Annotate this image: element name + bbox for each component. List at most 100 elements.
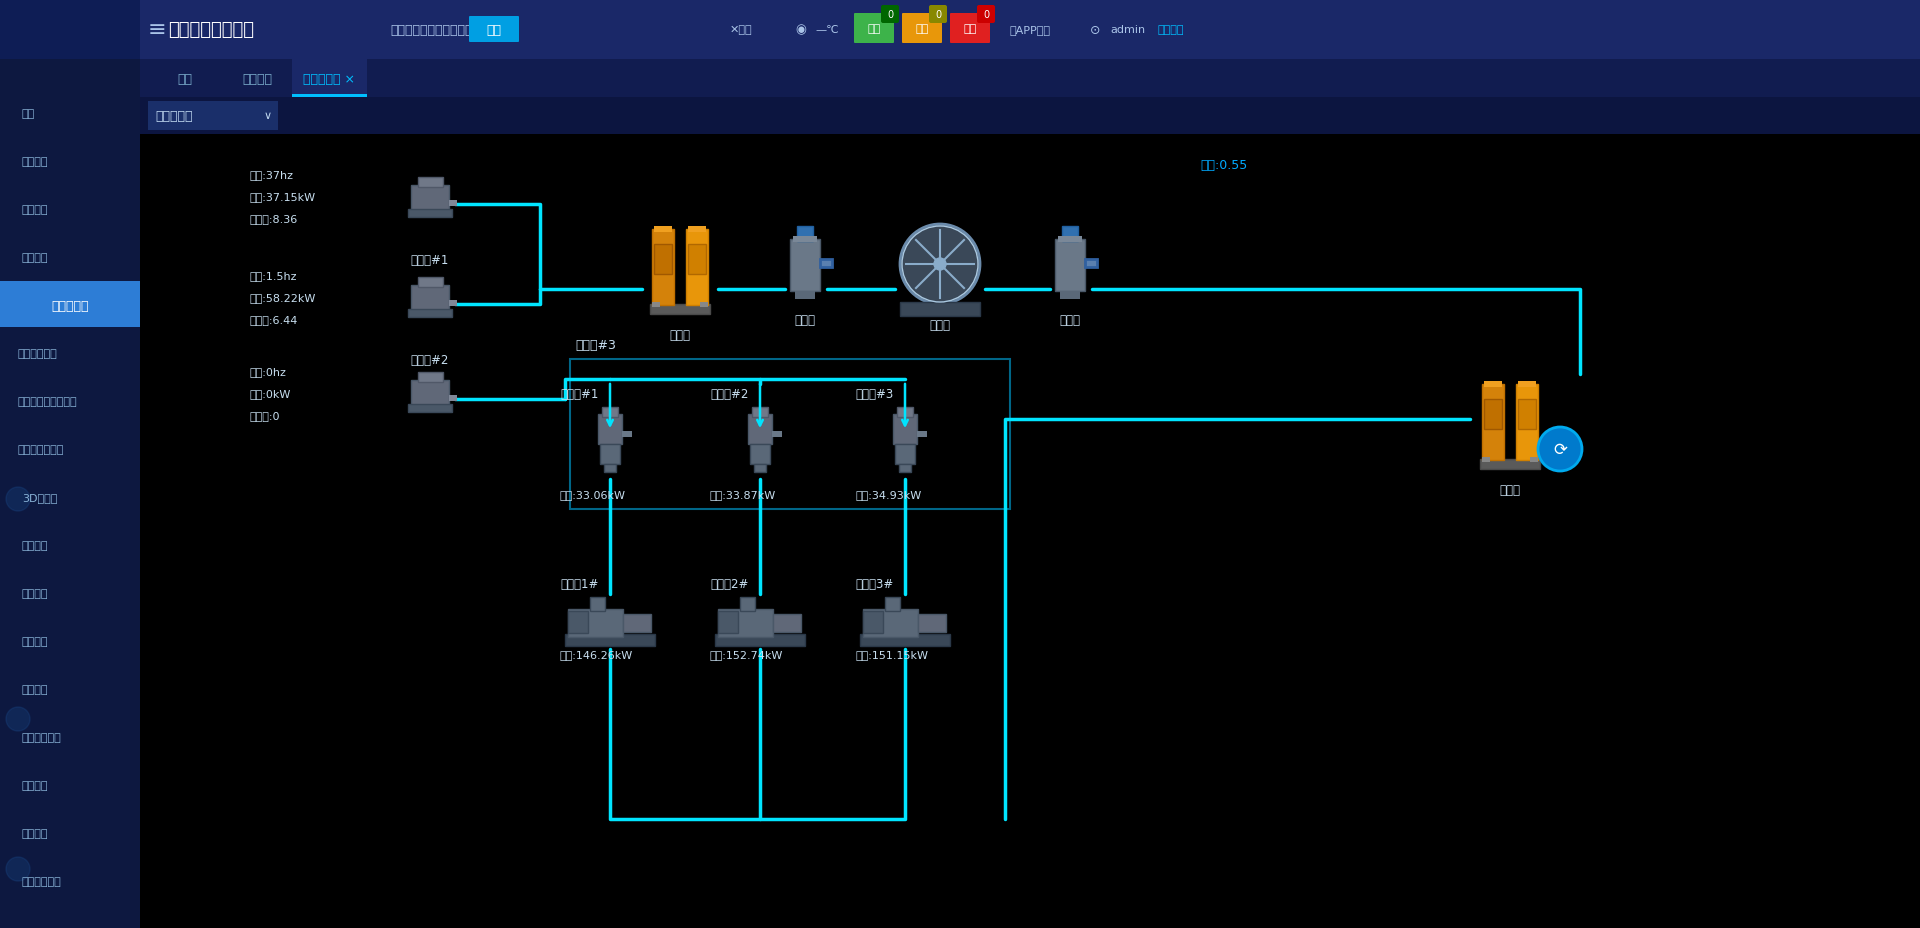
Text: 辅助管理: 辅助管理	[21, 828, 48, 838]
Text: 压力:0.55: 压力:0.55	[1200, 159, 1248, 172]
Bar	[1058, 237, 1083, 243]
Circle shape	[1538, 428, 1582, 471]
Bar	[918, 432, 927, 437]
Bar	[568, 612, 588, 633]
Text: 冲压机#2: 冲压机#2	[710, 388, 749, 401]
Bar	[597, 415, 622, 445]
Bar	[751, 445, 770, 465]
Bar	[407, 310, 451, 317]
Bar	[140, 60, 1920, 97]
Bar	[148, 102, 278, 131]
Text: 比功率:0: 比功率:0	[250, 410, 280, 420]
Text: 工业组态: 工业组态	[21, 252, 48, 263]
Text: 冲压机#1: 冲压机#1	[561, 388, 599, 401]
Text: 污水处理系统: 污水处理系统	[17, 349, 58, 358]
Text: 生产管理: 生产管理	[21, 588, 48, 599]
Bar	[449, 200, 457, 207]
Text: 空压机系统 ×: 空压机系统 ×	[303, 72, 355, 85]
Text: 注塑机2#: 注塑机2#	[710, 578, 749, 591]
Text: 功率:152.74kW: 功率:152.74kW	[710, 650, 783, 659]
Text: 空压机#1: 空压机#1	[411, 253, 449, 266]
Bar	[651, 304, 710, 315]
Bar	[793, 237, 818, 243]
Bar	[820, 260, 831, 267]
Bar	[570, 360, 1010, 509]
Text: 企业综合统计: 企业综合统计	[21, 732, 61, 742]
Bar	[718, 610, 774, 638]
FancyBboxPatch shape	[854, 14, 895, 44]
Text: 频率:0hz: 频率:0hz	[250, 367, 286, 377]
Bar	[411, 380, 449, 408]
Bar	[1517, 384, 1538, 460]
Text: ≡: ≡	[148, 20, 167, 40]
Bar	[1062, 226, 1077, 241]
Bar	[862, 612, 883, 633]
Text: 空压机系统: 空压机系统	[156, 110, 192, 122]
Text: 3D子系统: 3D子系统	[21, 493, 58, 502]
Bar	[603, 407, 618, 418]
Bar	[1519, 400, 1536, 430]
Text: 过滤器: 过滤器	[795, 313, 816, 326]
Bar	[1054, 239, 1085, 291]
Text: 0: 0	[935, 10, 941, 20]
Text: 注塑机1#: 注塑机1#	[561, 578, 599, 591]
Bar	[862, 610, 918, 638]
Circle shape	[6, 857, 31, 881]
Text: 能源管理: 能源管理	[21, 205, 48, 214]
Bar	[449, 301, 457, 306]
Bar	[605, 465, 616, 472]
Text: 比功率:6.44: 比功率:6.44	[250, 315, 298, 325]
Bar	[1519, 381, 1536, 388]
Bar	[622, 614, 651, 632]
Text: ✕全屏: ✕全屏	[730, 25, 753, 35]
Text: 一级: 一级	[868, 24, 881, 34]
Bar	[653, 303, 660, 308]
Text: 报警: 报警	[916, 24, 929, 34]
Bar	[774, 614, 801, 632]
Bar	[687, 226, 707, 233]
FancyBboxPatch shape	[902, 14, 943, 44]
Bar	[685, 230, 708, 305]
Bar	[900, 303, 979, 316]
Bar	[753, 407, 768, 418]
Bar	[589, 598, 605, 612]
Text: 设备管理: 设备管理	[21, 540, 48, 550]
Text: 首页: 首页	[177, 72, 192, 85]
Bar	[1484, 400, 1501, 430]
Bar	[895, 445, 916, 465]
Text: 功率:0kW: 功率:0kW	[250, 389, 292, 398]
Bar	[749, 415, 772, 445]
Bar	[1484, 381, 1501, 388]
FancyBboxPatch shape	[881, 6, 899, 24]
Text: 功率:58.22kW: 功率:58.22kW	[250, 292, 317, 303]
Text: 0: 0	[983, 10, 989, 20]
Text: 功率:33.06kW: 功率:33.06kW	[561, 489, 626, 499]
Text: 安科瑞电气股份有限公司: 安科瑞电气股份有限公司	[390, 23, 472, 36]
Text: 空压机系统: 空压机系统	[52, 299, 88, 312]
Bar	[772, 432, 781, 437]
Circle shape	[6, 707, 31, 731]
Bar	[0, 60, 140, 928]
Text: 注塑机3#: 注塑机3#	[854, 578, 893, 591]
Text: 实时监控: 实时监控	[242, 72, 273, 85]
Bar	[140, 97, 1920, 135]
Text: 功率:33.87kW: 功率:33.87kW	[710, 489, 776, 499]
Text: 囙APP下载: 囙APP下载	[1010, 25, 1050, 35]
Bar	[1482, 458, 1490, 462]
Text: —℃: —℃	[814, 25, 839, 35]
Text: 企业能源管控平台: 企业能源管控平台	[169, 21, 253, 39]
Text: 频率:37hz: 频率:37hz	[250, 170, 294, 180]
FancyBboxPatch shape	[950, 14, 991, 44]
Bar	[1480, 459, 1540, 470]
Bar	[701, 303, 708, 308]
Text: ⊙: ⊙	[1091, 23, 1100, 36]
Text: 功率:146.26kW: 功率:146.26kW	[561, 650, 634, 659]
Bar	[140, 135, 1920, 928]
Bar	[1482, 384, 1503, 460]
Bar	[411, 186, 449, 213]
Bar	[0, 0, 140, 60]
Bar	[714, 635, 804, 646]
Bar	[449, 395, 457, 402]
Text: 轧机冷却循环水系统: 轧机冷却循环水系统	[17, 396, 77, 406]
Bar	[622, 432, 632, 437]
